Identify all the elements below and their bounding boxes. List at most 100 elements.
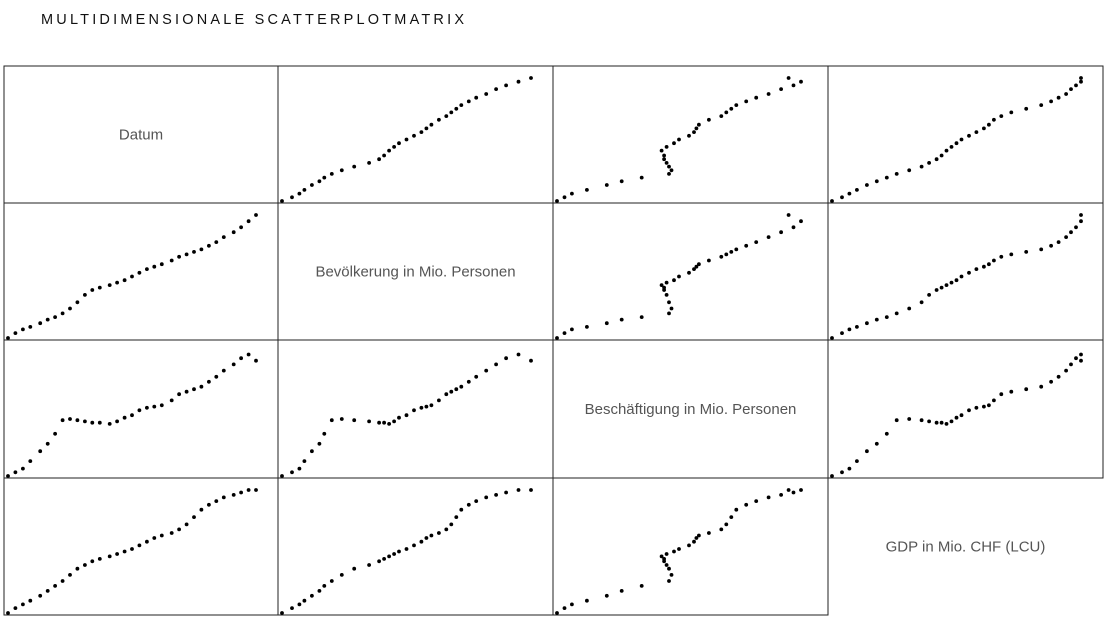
data-point (239, 490, 244, 495)
data-point (687, 133, 691, 138)
data-point (664, 552, 669, 556)
data-point (504, 83, 508, 88)
data-point (382, 557, 386, 561)
data-point (786, 76, 791, 80)
data-point (1039, 103, 1044, 107)
data-point (639, 175, 644, 180)
data-point (687, 543, 691, 548)
data-point (310, 183, 314, 187)
data-point (454, 106, 459, 111)
data-point (130, 413, 134, 418)
data-point (982, 126, 986, 131)
cell-datum-vs-gdp (827, 65, 1104, 204)
data-point (667, 566, 671, 571)
data-point (919, 418, 924, 423)
data-point (97, 420, 102, 425)
data-point (959, 413, 964, 418)
data-point (130, 274, 134, 279)
data-point (585, 188, 589, 192)
data-point (874, 317, 879, 322)
data-point (907, 306, 912, 311)
data-point (974, 130, 979, 135)
data-point (424, 126, 429, 131)
data-point (437, 117, 441, 122)
data-point (562, 195, 567, 200)
data-point (352, 164, 357, 169)
data-point (1024, 106, 1029, 111)
cell-frame (552, 477, 829, 616)
data-point (1079, 213, 1083, 217)
data-point (974, 267, 979, 271)
data-point (786, 488, 791, 492)
data-point (169, 531, 174, 535)
data-point (152, 536, 157, 540)
data-point (159, 533, 164, 538)
data-point (659, 283, 664, 287)
data-point (404, 137, 409, 142)
data-point (317, 179, 322, 184)
data-point (1049, 243, 1053, 248)
data-point (484, 368, 489, 373)
data-point (280, 199, 284, 203)
data-point (437, 531, 441, 535)
data-point (214, 499, 219, 503)
data-point (221, 368, 226, 373)
data-point (419, 130, 424, 135)
data-point (779, 230, 783, 235)
data-point (484, 92, 489, 96)
data-point (302, 188, 307, 192)
data-point (377, 420, 381, 425)
data-point (484, 495, 489, 500)
data-point (254, 358, 258, 363)
data-point (1009, 252, 1014, 257)
data-point (669, 306, 674, 311)
data-point (352, 566, 357, 571)
data-point (662, 157, 666, 162)
data-point (619, 317, 624, 322)
data-point (830, 336, 834, 340)
data-point (982, 404, 986, 409)
cell-bevoelkerung-vs-datum (3, 202, 279, 341)
data-point (115, 419, 119, 424)
data-point (570, 191, 574, 196)
data-point (310, 449, 314, 454)
data-point (939, 420, 944, 425)
data-point (1049, 379, 1053, 384)
data-point (207, 502, 211, 507)
cell-beschaeftigung-vs-bevoelkerung (277, 339, 554, 479)
data-point (1049, 99, 1053, 104)
data-point (791, 225, 796, 230)
data-point (949, 419, 954, 424)
data-point (387, 148, 391, 153)
data-point (494, 493, 498, 497)
data-point (894, 418, 899, 423)
data-point (954, 141, 959, 146)
variable-label-bevoelkerung: Bevölkerung in Mio. Personen (315, 264, 515, 281)
data-point (707, 531, 711, 535)
data-point (137, 270, 142, 275)
data-point (437, 398, 441, 403)
data-point (322, 584, 327, 588)
data-point (90, 420, 95, 425)
data-point (555, 336, 559, 340)
data-point (719, 114, 724, 118)
data-point (280, 611, 284, 615)
data-point (454, 515, 459, 519)
data-point (664, 293, 669, 297)
data-point (6, 336, 10, 340)
data-point (954, 278, 959, 283)
data-point (152, 404, 157, 409)
data-point (382, 153, 386, 158)
data-point (1064, 368, 1068, 373)
data-point (13, 470, 18, 475)
data-point (21, 327, 25, 332)
data-point (604, 593, 609, 598)
data-point (169, 258, 174, 263)
data-point (419, 539, 424, 544)
data-point (83, 419, 87, 424)
data-point (830, 199, 834, 203)
data-point (754, 240, 759, 245)
data-point (297, 466, 302, 471)
variable-label-gdp: GDP in Mio. CHF (LCU) (886, 539, 1046, 556)
